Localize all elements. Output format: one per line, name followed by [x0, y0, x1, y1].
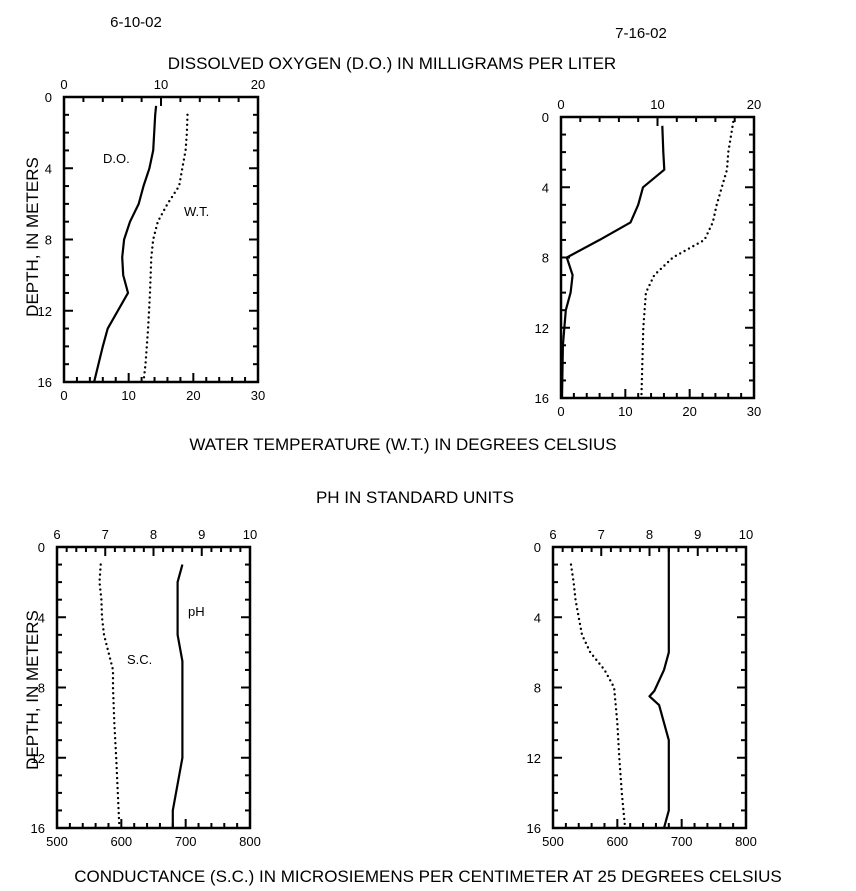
- dotted-series-line-2: [640, 115, 736, 400]
- bottom-tick-label: 800: [239, 834, 261, 849]
- sc-axis-title: CONDUCTANCE (S.C.) IN MICROSIEMENS PER C…: [74, 867, 782, 886]
- do-axis-title: DISSOLVED OXYGEN (D.O.) IN MILLIGRAMS PE…: [168, 54, 616, 73]
- solid-series-line-1: [171, 564, 184, 828]
- bottom-tick-label: 30: [747, 404, 761, 419]
- top-tick-label: 20: [251, 77, 265, 92]
- dotted-series-line-2: [142, 113, 189, 384]
- bottom-tick-label: 700: [175, 834, 197, 849]
- y-tick-label: 0: [542, 110, 549, 125]
- date-right: 7-16-02: [615, 25, 667, 42]
- y-tick-label: 8: [542, 251, 549, 266]
- y-tick-label: 0: [534, 540, 541, 555]
- top-tick-label: 8: [150, 527, 157, 542]
- y-tick-label: 4: [45, 161, 52, 176]
- solid-series-line-1: [93, 105, 158, 383]
- wt-axis-title: WATER TEMPERATURE (W.T.) IN DEGREES CELS…: [189, 435, 616, 454]
- bottom-tick-label: 700: [671, 834, 693, 849]
- y-tick-label: 16: [527, 821, 541, 836]
- dotted-series-line-2: [98, 563, 121, 830]
- top-tick-label: 7: [598, 527, 605, 542]
- top-tick-label: 6: [549, 527, 556, 542]
- plot-frame: [551, 545, 748, 830]
- top-tick-label: 0: [557, 97, 564, 112]
- top-tick-label: 8: [646, 527, 653, 542]
- panel-4: 0 4 8 12 16 6 7 8 9 10 500 600 700 800: [527, 527, 757, 849]
- bottom-tick-label: 30: [251, 388, 265, 403]
- bottom-tick-label: 500: [46, 834, 68, 849]
- y-tick-label: 16: [38, 375, 52, 390]
- panel-3: 0 4 8 12 16 6 7 8 9 10 500 600 700 800: [31, 527, 261, 849]
- y-tick-label: 8: [534, 681, 541, 696]
- plot-frame: [55, 545, 252, 830]
- y-tick-label: 8: [45, 233, 52, 248]
- y-tick-label: 8: [38, 681, 45, 696]
- panels: 0 4 8 12 16 0 10 20 0 10 20 30 0 4 8 12 16 0 10 20 0 10 20 30 0 4…: [31, 77, 762, 849]
- annotation-sc: S.C.: [127, 652, 152, 667]
- dotted-series-line-2: [569, 563, 627, 830]
- top-tick-label: 9: [694, 527, 701, 542]
- bottom-tick-label: 10: [618, 404, 632, 419]
- y-tick-label: 12: [31, 751, 45, 766]
- plot-frame: [62, 95, 260, 384]
- top-tick-label: 9: [198, 527, 205, 542]
- annotation-ph: pH: [188, 604, 205, 619]
- panel-2: 0 4 8 12 16 0 10 20 0 10 20 30: [535, 97, 762, 419]
- y-tick-label: 12: [535, 321, 549, 336]
- depth-axis-title-bottom: DEPTH, IN METERS: [23, 610, 42, 770]
- annotation-do: D.O.: [103, 151, 130, 166]
- annotation-wt: W.T.: [184, 204, 209, 219]
- top-tick-label: 20: [747, 97, 761, 112]
- plot-frame: [559, 115, 756, 400]
- depth-axis-title-top: DEPTH, IN METERS: [23, 157, 42, 317]
- y-tick-label: 12: [38, 304, 52, 319]
- bottom-tick-label: 0: [60, 388, 67, 403]
- y-tick-label: 16: [31, 821, 45, 836]
- y-tick-label: 0: [45, 90, 52, 105]
- top-tick-label: 10: [243, 527, 257, 542]
- bottom-tick-label: 20: [682, 404, 696, 419]
- solid-series-line-1: [560, 125, 666, 399]
- y-tick-label: 0: [38, 540, 45, 555]
- top-tick-label: 6: [53, 527, 60, 542]
- bottom-tick-label: 800: [735, 834, 757, 849]
- y-tick-label: 4: [542, 180, 549, 195]
- bottom-tick-label: 10: [121, 388, 135, 403]
- y-tick-label: 16: [535, 391, 549, 406]
- top-tick-label: 10: [739, 527, 753, 542]
- bottom-tick-label: 500: [542, 834, 564, 849]
- bottom-tick-label: 600: [110, 834, 132, 849]
- bottom-tick-label: 600: [606, 834, 628, 849]
- panel-1: 0 4 8 12 16 0 10 20 0 10 20 30: [38, 77, 266, 403]
- top-tick-label: 10: [154, 77, 168, 92]
- date-left: 6-10-02: [110, 14, 162, 31]
- top-tick-label: 7: [102, 527, 109, 542]
- y-tick-label: 12: [527, 751, 541, 766]
- y-tick-label: 4: [38, 610, 45, 625]
- bottom-tick-label: 20: [186, 388, 200, 403]
- top-tick-label: 0: [60, 77, 67, 92]
- y-tick-label: 4: [534, 610, 541, 625]
- ph-axis-title: PH IN STANDARD UNITS: [316, 488, 514, 507]
- bottom-tick-label: 0: [557, 404, 564, 419]
- solid-series-line-1: [648, 547, 670, 829]
- top-tick-label: 10: [650, 97, 664, 112]
